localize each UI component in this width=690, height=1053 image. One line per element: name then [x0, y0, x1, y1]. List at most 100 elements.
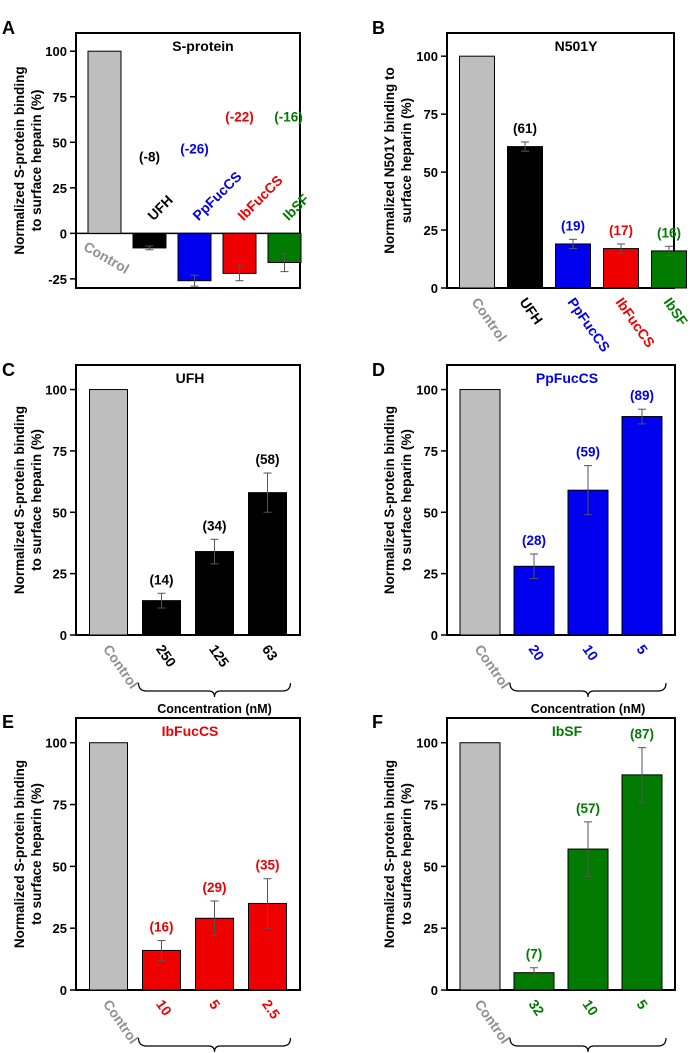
bar-ibsf — [651, 250, 687, 289]
data-label: (19) — [561, 218, 585, 233]
data-label: (-26) — [180, 141, 209, 156]
y-tick-label: 25 — [53, 181, 67, 196]
data-label: (89) — [630, 388, 654, 403]
y-tick-label: 100 — [416, 736, 438, 751]
y-tick-label: 25 — [424, 921, 438, 936]
y-tick-label: 100 — [45, 44, 67, 59]
y-tick-label: 50 — [53, 505, 67, 520]
y-tick-label: 100 — [45, 736, 67, 751]
category-label: IbSF — [661, 295, 690, 329]
y-tick-label: 0 — [60, 226, 67, 241]
bar-125 — [195, 551, 234, 636]
y-tick-label: 75 — [424, 444, 438, 459]
chart-title: N501Y — [555, 38, 598, 54]
category-label: 10 — [580, 642, 602, 664]
y-axis-label: Normalized S-protein binding to surface h… — [12, 66, 44, 254]
y-axis-label-line: Normalized S-protein binding — [12, 406, 27, 594]
data-label: (17) — [609, 223, 633, 238]
y-tick-label: 0 — [431, 983, 438, 998]
data-label: (14) — [149, 572, 173, 587]
plot-frame — [446, 717, 676, 991]
y-tick-label: 25 — [53, 567, 67, 582]
chart-title: IbSF — [552, 723, 583, 739]
bar-ibfuccs — [603, 248, 639, 289]
data-label: (29) — [202, 880, 226, 895]
data-label: (16) — [149, 920, 173, 935]
y-tick-label: 50 — [424, 859, 438, 874]
category-label: 63 — [259, 642, 281, 664]
bar-63 — [248, 492, 287, 636]
y-tick-label: 75 — [424, 798, 438, 813]
y-tick-label: -25 — [48, 272, 67, 287]
bar-ufh — [507, 146, 543, 289]
y-axis-label-line: Normalized S-protein binding — [12, 760, 27, 948]
y-axis-label-line: Normalized S-protein binding — [382, 760, 397, 948]
data-label: (58) — [255, 452, 279, 467]
y-axis-label: Normalized S-protein binding to surface h… — [382, 760, 414, 948]
data-label: (-8) — [139, 149, 160, 164]
category-label: 5 — [206, 997, 224, 1013]
concentration-bracket — [137, 1037, 292, 1053]
plot-frame — [75, 364, 301, 636]
data-label: (57) — [576, 801, 600, 816]
y-tick-label: 75 — [424, 107, 438, 122]
y-axis-label: Normalized N501Y binding to surface hepar… — [382, 67, 414, 254]
chart-title: S-protein — [172, 38, 233, 54]
plot-frame — [75, 32, 301, 289]
bar-control — [89, 742, 128, 991]
bar-5 — [621, 416, 663, 636]
data-label: (61) — [513, 121, 537, 136]
concentration-bracket — [137, 682, 292, 698]
y-axis-label-line: Normalized N501Y binding to — [382, 67, 397, 254]
category-label: 2.5 — [259, 997, 283, 1022]
y-tick-label: 75 — [53, 798, 67, 813]
panel-letter: D — [372, 360, 385, 380]
y-axis-label-line: surface heparin (%) — [399, 98, 414, 223]
y-tick-label: 0 — [60, 628, 67, 643]
chart-title: IbFucCS — [162, 723, 219, 739]
y-tick-label: 50 — [424, 505, 438, 520]
y-tick-label: 25 — [424, 567, 438, 582]
category-label: 20 — [526, 642, 548, 664]
bar-control — [89, 389, 128, 636]
y-axis-label: Normalized S-protein binding to surface h… — [12, 760, 44, 948]
data-label: (28) — [522, 533, 546, 548]
chart-title: UFH — [176, 370, 205, 386]
y-axis-label-line: Normalized S-protein binding — [382, 406, 397, 594]
bar-ppfuccs — [177, 232, 212, 282]
panel-letter: F — [372, 712, 383, 732]
panel-letter: E — [2, 712, 14, 732]
y-tick-label: 100 — [416, 49, 438, 64]
y-axis-label-line: to surface heparin (%) — [399, 783, 414, 925]
y-axis-label-line: Normalized S-protein binding — [12, 66, 27, 254]
data-label: (-16) — [274, 109, 303, 124]
y-tick-label: 0 — [60, 983, 67, 998]
y-tick-label: 75 — [53, 444, 67, 459]
y-axis-label: Normalized S-protein binding to surface h… — [12, 406, 44, 594]
category-label: Control — [472, 642, 514, 692]
bar-control — [459, 55, 495, 289]
y-tick-label: 25 — [53, 921, 67, 936]
y-tick-label: 50 — [424, 165, 438, 180]
data-label: (59) — [576, 445, 600, 460]
category-label: 10 — [580, 997, 602, 1019]
category-label: Control — [469, 295, 511, 345]
category-label: 125 — [206, 642, 233, 670]
category-label: 32 — [526, 997, 548, 1019]
data-label: (35) — [255, 858, 279, 873]
category-label: IbSF — [279, 190, 312, 223]
bar-control — [87, 50, 122, 234]
category-label: PpFucCS — [565, 295, 614, 355]
category-label: Control — [100, 997, 142, 1047]
plot-frame — [446, 364, 676, 636]
data-label: (34) — [202, 518, 226, 533]
category-label: 5 — [634, 997, 652, 1013]
y-axis-label-line: to surface heparin (%) — [29, 783, 44, 925]
bar-5 — [621, 774, 663, 991]
y-tick-label: 100 — [45, 383, 67, 398]
y-axis-label: Normalized S-protein binding to surface h… — [382, 406, 414, 594]
y-axis-label-line: to surface heparin (%) — [399, 429, 414, 571]
bar-control — [459, 389, 501, 636]
y-tick-label: 75 — [53, 90, 67, 105]
